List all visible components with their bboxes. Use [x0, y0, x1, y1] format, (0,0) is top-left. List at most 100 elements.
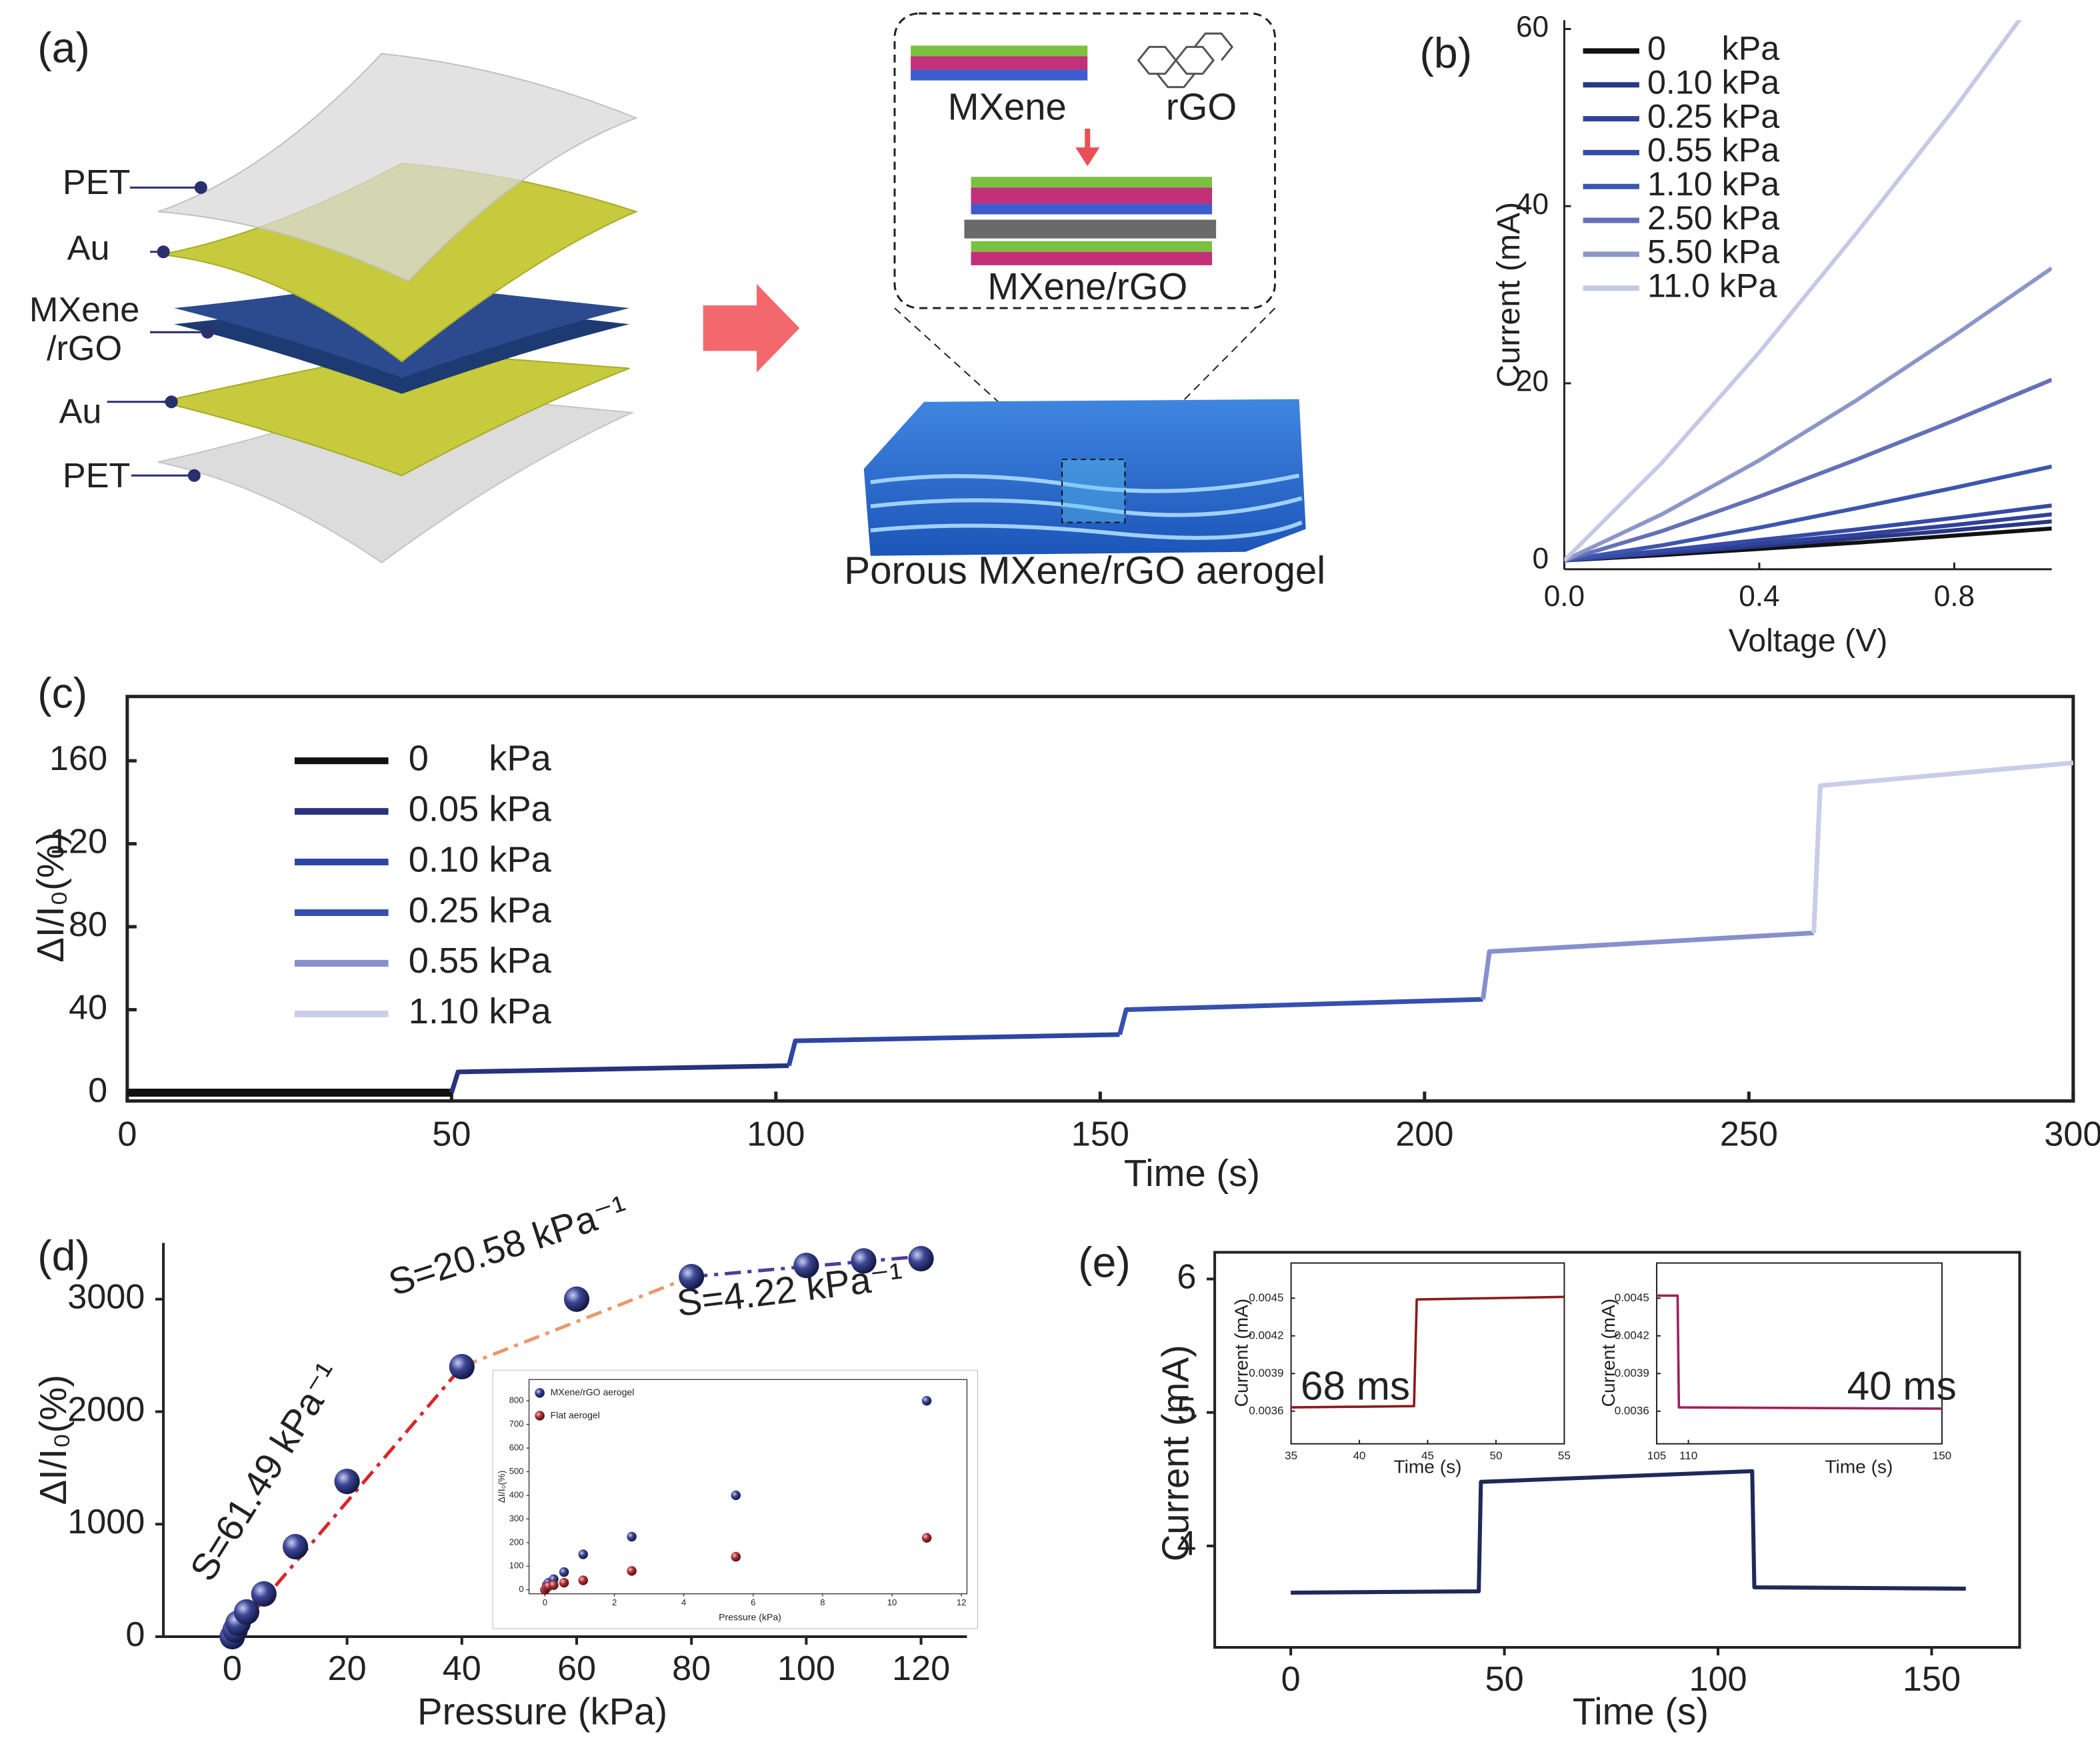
stripe: [911, 69, 1088, 81]
leader-dot: [194, 181, 207, 194]
layer-label: /rGO: [47, 329, 122, 368]
data-point: [559, 1577, 569, 1588]
leader-dot: [187, 469, 201, 482]
x-axis-label: Voltage (V): [1729, 623, 1887, 659]
layer-labels: PET Au MXene /rGO Au PET: [29, 163, 139, 495]
plot-frame: [1290, 1262, 1565, 1445]
y-tick-label: 160: [49, 739, 107, 778]
leader-dot: [165, 395, 178, 409]
legend-marker: [535, 1388, 545, 1398]
x-tick-label: 100: [1689, 1660, 1747, 1699]
composite-sheet: [964, 177, 1217, 265]
stripe: [964, 219, 1217, 239]
x-axis-label: Time (s): [1573, 1690, 1709, 1732]
rgo-sheet: [1137, 32, 1234, 89]
data-line: [1291, 1469, 1966, 1595]
legend-marker: [535, 1411, 545, 1421]
data-line: [1564, 20, 2022, 562]
layer-label: PET: [63, 163, 131, 202]
data-point: [449, 1353, 475, 1380]
y-axis-label: ΔI/I₀(%): [496, 1471, 507, 1503]
x-tick-label: 60: [557, 1649, 596, 1688]
y-axis-label: ΔI/I₀(%): [32, 1375, 74, 1505]
x-tick-label: 35: [1285, 1449, 1297, 1462]
y-axis-label: Current (mA): [1491, 202, 1527, 388]
legend-label: 1.10 kPa: [409, 991, 552, 1031]
caption: Porous MXene/rGO aerogel: [844, 549, 1325, 592]
legend-label: 5.50 kPa: [1647, 233, 1779, 271]
data-point: [731, 1551, 741, 1562]
data-line: [1564, 464, 2052, 563]
y-tick-label: 200: [509, 1537, 524, 1547]
x-tick-label: 105: [1647, 1449, 1666, 1462]
fit-annotation: S=20.58 kPa⁻¹: [383, 1187, 632, 1304]
pet-top: [157, 53, 639, 283]
data-line: [1291, 1295, 1565, 1409]
stripe: [911, 56, 1088, 70]
legend-label: 0 kPa: [1647, 30, 1779, 67]
y-tick-label: 0.0036: [1615, 1404, 1649, 1417]
legend-label: 0.25 kPa: [1647, 97, 1779, 135]
panel-label: (c): [37, 669, 87, 717]
data-point: [233, 1599, 260, 1625]
x-tick-label: 0: [543, 1597, 547, 1607]
y-tick-label: 0.0042: [1615, 1329, 1649, 1341]
x-tick-label: 8: [820, 1597, 825, 1607]
data-point: [679, 1263, 705, 1290]
x-tick-label: 55: [1558, 1449, 1571, 1462]
data-point: [731, 1490, 741, 1501]
legend-label: 11.0 kPa: [1647, 267, 1777, 304]
data-point: [921, 1533, 932, 1543]
y-tick-label: 120: [49, 822, 107, 861]
composite-label: MXene/rGO: [987, 265, 1187, 307]
y-tick-label: 0.0045: [1249, 1291, 1283, 1304]
x-tick-label: 12: [957, 1597, 967, 1607]
plot-frame: [528, 1379, 968, 1595]
y-tick-label: 1000: [67, 1503, 145, 1541]
y-tick-label: 700: [509, 1419, 524, 1429]
layer-label: PET: [63, 457, 131, 495]
x-tick-label: 0.4: [1739, 580, 1779, 613]
y-axis-label: Current (mA): [1231, 1299, 1252, 1407]
panel-label: (d): [37, 1231, 90, 1279]
x-axis-label: Time (s): [1124, 1152, 1260, 1194]
leader-dot: [201, 325, 214, 339]
x-tick-label: 40: [1353, 1449, 1366, 1462]
panel-label: (e): [1078, 1239, 1131, 1287]
response-time: 68 ms: [1301, 1363, 1410, 1408]
data-point: [563, 1286, 590, 1312]
y-tick-label: 0: [1533, 542, 1549, 575]
legend-label: 1.10 kPa: [1647, 165, 1779, 203]
y-tick-label: 800: [509, 1395, 524, 1405]
leader-dot: [157, 245, 170, 259]
data-point: [793, 1253, 819, 1279]
x-axis-label: Time (s): [1825, 1456, 1893, 1477]
combine-arrowhead: [1075, 147, 1100, 167]
legend-label: Flat aerogel: [551, 1409, 600, 1420]
leaders: [107, 181, 214, 482]
x-tick-label: 20: [328, 1649, 367, 1688]
x-tick-label: 2: [612, 1597, 617, 1607]
process-arrow: [703, 283, 800, 373]
stripe: [971, 177, 1213, 188]
x-axis-label: Pressure (kPa): [417, 1690, 667, 1732]
data-line: [786, 1032, 1120, 1067]
legend-label: 0.55 kPa: [1647, 131, 1779, 169]
x-axis-label: Pressure (kPa): [719, 1612, 781, 1623]
y-axis-label: Current (mA): [1598, 1299, 1619, 1407]
data-line: [1564, 266, 2052, 563]
y-tick-label: 0: [125, 1615, 145, 1654]
data-line: [461, 1275, 693, 1369]
data-point: [908, 1245, 934, 1272]
stripe: [971, 251, 1213, 265]
x-tick-label: 0.8: [1934, 580, 1975, 613]
y-tick-label: 20: [1516, 365, 1549, 398]
y-tick-label: 500: [509, 1466, 524, 1476]
data-line: [1564, 377, 2052, 563]
stripe: [971, 241, 1213, 252]
legend-label: MXene/rGO aerogel: [551, 1387, 635, 1397]
y-tick-label: 40: [1516, 188, 1549, 221]
x-tick-label: 45: [1421, 1449, 1434, 1462]
y-tick-label: 300: [509, 1513, 524, 1523]
